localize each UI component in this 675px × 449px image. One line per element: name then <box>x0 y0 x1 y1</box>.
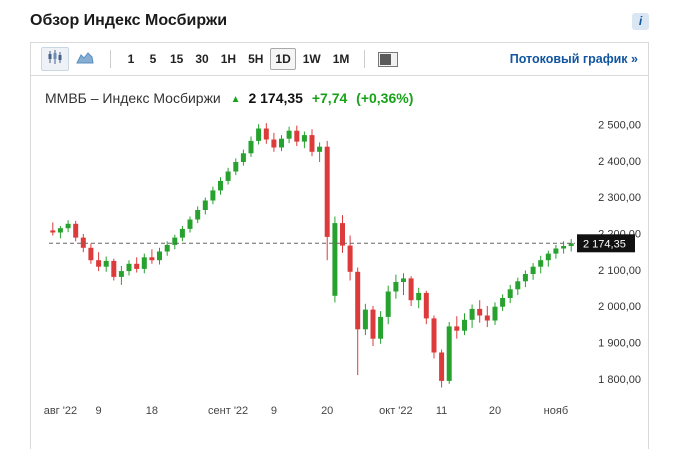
price-change: +7,74 <box>311 90 348 106</box>
chart-image-button[interactable] <box>374 47 402 71</box>
svg-text:9: 9 <box>96 405 102 417</box>
svg-text:авг '22: авг '22 <box>44 405 77 417</box>
svg-text:2 000,00: 2 000,00 <box>598 301 641 313</box>
page-title: Обзор Индекс Мосбиржи <box>30 12 228 29</box>
area-chart-type-button[interactable] <box>71 47 99 71</box>
chart-area: ММВБ – Индекс Мосбиржи ▲ 2 174,35 +7,74 … <box>31 76 648 449</box>
svg-text:сент '22: сент '22 <box>208 405 248 417</box>
chart-widget: 1 5 15 30 1H 5H 1D 1W 1M Потоковый графи… <box>30 42 649 449</box>
toolbar-separator <box>110 50 111 68</box>
price-change-percent: (+0,36%) <box>356 90 414 106</box>
interval-1m[interactable]: 1M <box>332 52 350 66</box>
svg-text:2 300,00: 2 300,00 <box>598 192 641 204</box>
svg-text:2 400,00: 2 400,00 <box>598 156 641 168</box>
area-chart-icon <box>76 50 94 69</box>
svg-text:окт '22: окт '22 <box>379 405 412 417</box>
toolbar-separator <box>364 50 366 68</box>
interval-1h[interactable]: 1H <box>220 52 237 66</box>
candlestick-icon <box>46 49 64 69</box>
info-icon[interactable]: i <box>632 12 649 30</box>
up-arrow-icon: ▲ <box>230 94 241 105</box>
quote-header: ММВБ – Индекс Мосбиржи ▲ 2 174,35 +7,74 … <box>41 82 642 108</box>
last-price: 2 174,35 <box>248 90 303 106</box>
interval-5[interactable]: 5 <box>149 52 157 66</box>
candlestick-chart-type-button[interactable] <box>41 47 69 71</box>
chart-toolbar: 1 5 15 30 1H 5H 1D 1W 1M Потоковый графи… <box>31 43 648 76</box>
svg-text:18: 18 <box>146 405 158 417</box>
title-row: Обзор Индекс Мосбиржи i <box>30 8 649 34</box>
svg-text:1 900,00: 1 900,00 <box>598 338 641 350</box>
chart-image-icon <box>378 51 399 67</box>
svg-text:20: 20 <box>489 405 501 417</box>
svg-text:20: 20 <box>321 405 333 417</box>
svg-text:11: 11 <box>436 405 447 417</box>
instrument-name: ММВБ – Индекс Мосбиржи <box>45 90 221 106</box>
svg-text:1 800,00: 1 800,00 <box>598 374 641 386</box>
interval-30[interactable]: 30 <box>195 52 209 66</box>
streaming-chart-link[interactable]: Потоковый график » <box>509 52 638 66</box>
interval-1d[interactable]: 1D <box>270 48 296 70</box>
candlestick-chart[interactable]: 2 500,002 400,002 300,002 200,002 100,00… <box>41 108 647 438</box>
svg-text:2 174,35: 2 174,35 <box>583 238 626 250</box>
svg-text:2 100,00: 2 100,00 <box>598 265 641 277</box>
interval-15[interactable]: 15 <box>170 52 184 66</box>
svg-text:9: 9 <box>271 405 277 417</box>
interval-5h[interactable]: 5H <box>248 52 264 66</box>
svg-text:2 500,00: 2 500,00 <box>598 119 641 131</box>
interval-1[interactable]: 1 <box>127 52 135 66</box>
interval-1w[interactable]: 1W <box>302 52 321 66</box>
info-icon-glyph: i <box>638 14 643 28</box>
svg-text:нояб: нояб <box>544 405 568 417</box>
